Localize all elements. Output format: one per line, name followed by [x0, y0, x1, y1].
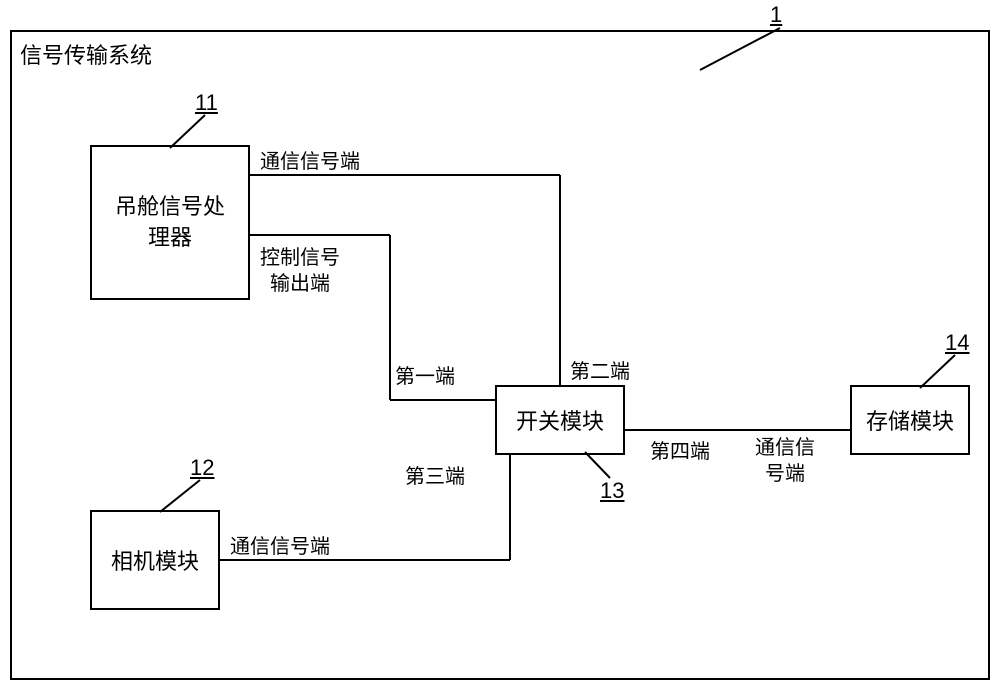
- edge0-to-label: 第二端: [570, 355, 630, 384]
- edge2-from-label: 通信信号端: [230, 530, 330, 559]
- node-camera-label: 相机模块: [111, 544, 199, 576]
- node-camera: 相机模块: [90, 510, 220, 610]
- node-processor-ref: 11: [195, 90, 218, 116]
- node-switch-label: 开关模块: [516, 404, 604, 436]
- node-processor-label: 吊舱信号处理器: [115, 192, 225, 254]
- diagram-canvas: 信号传输系统 1 吊舱信号处理器 11 相机模块 12 开关模块 13 存储模块…: [0, 0, 1000, 691]
- node-storage-ref: 14: [945, 330, 969, 356]
- edge3-to-label: 通信信号端: [755, 435, 815, 487]
- node-switch-ref: 13: [600, 478, 624, 504]
- node-storage-label: 存储模块: [866, 404, 954, 436]
- edge0-from-label: 通信信号端: [260, 145, 360, 174]
- node-camera-ref: 12: [190, 455, 214, 481]
- outer-ref-number: 1: [770, 2, 782, 28]
- node-storage: 存储模块: [850, 385, 970, 455]
- edge1-to-label: 第一端: [395, 360, 455, 389]
- node-switch: 开关模块: [495, 385, 625, 455]
- edge1-from-label: 控制信号输出端: [260, 245, 340, 297]
- edge2-to-label: 第三端: [405, 460, 465, 489]
- edge3-from-label: 第四端: [650, 435, 710, 464]
- node-processor: 吊舱信号处理器: [90, 145, 250, 300]
- outer-box-title: 信号传输系统: [20, 38, 152, 70]
